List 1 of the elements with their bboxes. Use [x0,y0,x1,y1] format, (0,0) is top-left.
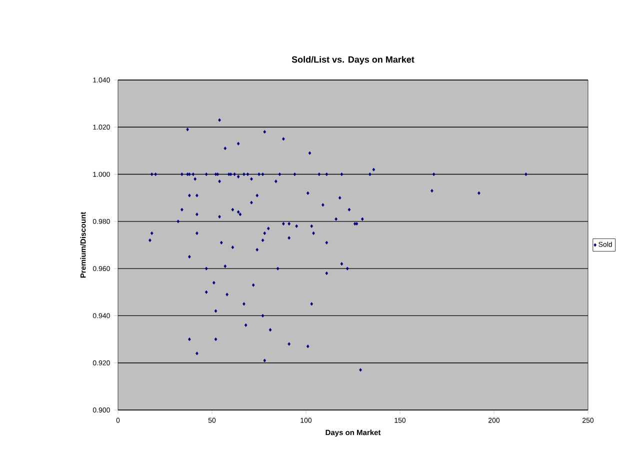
chart-title: Sold/List vs. Days on Market [292,56,414,64]
